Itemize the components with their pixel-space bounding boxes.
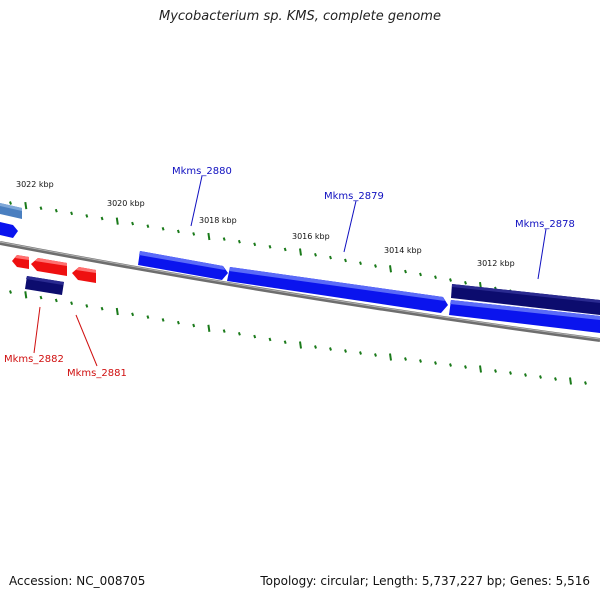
gene-mkms-2879[interactable] [227,267,448,313]
minor-tick [100,216,104,221]
minor-tick [39,295,43,300]
major-tick [24,291,28,299]
minor-tick [434,275,437,280]
major-tick [24,201,28,210]
minor-tick [419,272,422,277]
genome-backbone-highlight [0,241,600,340]
minor-tick [85,304,89,308]
minor-tick [70,301,74,306]
minor-tick [176,229,180,234]
major-tick [115,307,119,316]
minor-tick [464,280,467,285]
minor-tick [85,214,89,218]
minor-tick [39,206,43,211]
minor-tick [404,269,407,274]
minor-tick [344,349,347,353]
leader-mkms-2879 [343,200,357,253]
minor-tick [222,329,226,333]
major-tick [207,232,211,241]
map-title: Mycobacterium sp. KMS, complete genome [159,9,441,24]
minor-tick [419,359,422,363]
leader-mkms-2880 [190,175,203,227]
leader-mkms-2878 [537,228,547,280]
minor-tick [146,224,150,229]
position-label-3014: 3014 kbp [384,246,422,255]
inner-tick-row [9,290,587,385]
position-label-3016: 3016 kbp [292,232,330,241]
minor-tick [554,377,557,381]
position-label-3012: 3012 kbp [477,259,515,268]
minor-tick [192,323,196,328]
minor-tick [329,347,332,351]
minor-tick [283,340,287,345]
position-label-3018: 3018 kbp [199,216,237,225]
major-tick [299,248,302,256]
genome-stats: Topology: circular; Length: 5,737,227 bp… [260,574,590,588]
minor-tick [9,201,12,205]
minor-tick [283,247,287,252]
genome-backbone [0,241,600,342]
minor-tick [268,337,272,342]
major-tick [569,377,572,385]
leader-mkms-2881 [75,314,98,367]
major-tick [299,341,302,349]
minor-tick [146,315,150,319]
minor-tick [359,261,362,266]
gene-label-mkms-2882: Mkms_2882 [4,354,64,365]
minor-tick [192,232,196,236]
minor-tick [329,255,332,260]
minor-tick [314,252,317,257]
minor-tick [539,375,542,379]
minor-tick [70,211,74,216]
minor-tick [253,242,257,247]
leader-mkms-2882 [33,306,41,354]
minor-tick [344,258,347,263]
gene-label-mkms-2881: Mkms_2881 [67,368,127,379]
minor-tick [54,298,58,303]
minor-tick [359,351,362,355]
minor-tick [54,208,58,213]
minor-tick [494,369,497,373]
minor-tick [314,345,317,349]
minor-tick [253,334,257,339]
gene-left-partial-blue[interactable] [0,222,18,238]
reverse-genes [12,255,96,295]
minor-tick [9,290,12,294]
major-tick [479,365,482,373]
minor-tick [268,244,272,249]
minor-tick [161,226,165,231]
minor-tick [176,320,180,325]
forward-genes [0,203,600,333]
gene-mkms-2878[interactable] [449,300,600,333]
minor-tick [237,239,241,244]
position-label-3022: 3022 kbp [16,180,54,189]
minor-tick [464,365,467,369]
minor-tick [131,312,135,317]
minor-tick [100,306,104,311]
minor-tick [374,264,377,268]
minor-tick [434,361,437,365]
gene-dark-upper[interactable] [451,284,600,315]
major-tick [207,324,211,332]
minor-tick [584,381,587,385]
minor-tick [524,373,527,377]
minor-tick [237,331,241,336]
major-tick [389,353,392,361]
position-label-3020: 3020 kbp [107,199,145,208]
minor-tick [509,371,512,375]
gene-label-mkms-2878: Mkms_2878 [515,219,575,230]
minor-tick [449,363,452,367]
minor-tick [222,237,226,241]
gene-label-mkms-2879: Mkms_2879 [324,191,384,202]
minor-tick [374,353,377,357]
minor-tick [404,357,407,361]
minor-tick [131,221,135,226]
major-tick [115,217,119,225]
major-tick [389,265,392,273]
gene-label-mkms-2880: Mkms_2880 [172,166,232,177]
minor-tick [161,318,165,322]
accession-label: Accession: NC_008705 [9,574,146,588]
minor-tick [449,278,452,282]
